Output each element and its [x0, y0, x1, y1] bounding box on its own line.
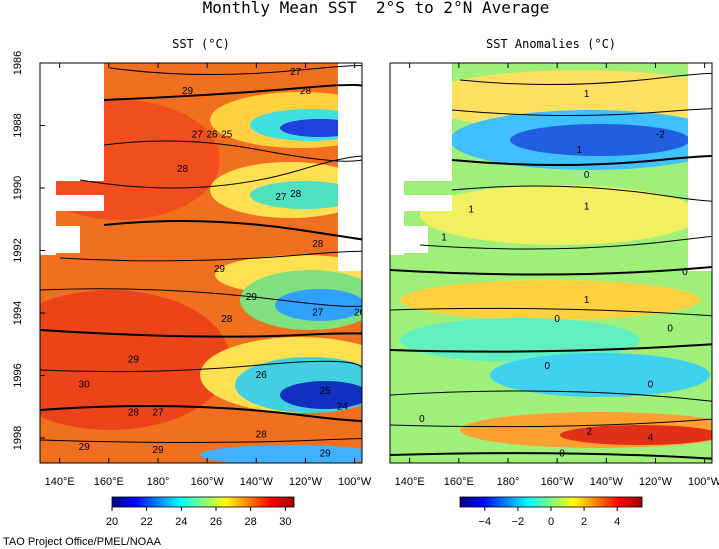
colorbar-tick-label: 30 — [279, 516, 291, 528]
x-tick-label: 120°W — [639, 476, 673, 488]
contour-label: 28 — [256, 430, 268, 441]
colorbar-tick-label: 28 — [245, 516, 257, 528]
contour-label: 25 — [320, 386, 332, 397]
contour-label: 27 — [275, 192, 287, 203]
contour-label: 29 — [79, 442, 91, 453]
anomaly-colorbar: −4 −2 0 2 4 — [459, 496, 643, 528]
x-tick-label: 100°W — [688, 476, 719, 488]
x-tick-label: 160°E — [444, 476, 474, 488]
contour-label: 27 — [192, 130, 204, 141]
x-tick-label: 140°E — [45, 476, 75, 488]
contour-label: 28 — [312, 239, 324, 250]
contour-label: 28 — [128, 408, 140, 419]
colorbar-tick-label: 2 — [581, 516, 587, 528]
contour-label: 1 — [468, 205, 474, 216]
y-tick-label: 1990 — [12, 176, 24, 200]
contour-label: 25 — [221, 130, 233, 141]
contour-label: 26 — [256, 370, 268, 381]
footer-credit: TAO Project Office/PMEL/NOAA — [3, 536, 162, 548]
colorbar-tick-label: 22 — [141, 516, 153, 528]
y-tick-label: 1994 — [12, 301, 24, 325]
contour-label: 28 — [300, 86, 312, 97]
contour-label: 29 — [214, 264, 226, 275]
x-tick-label: 120°W — [289, 476, 323, 488]
contour-label: 29 — [182, 86, 194, 97]
contour-label: 0 — [554, 314, 560, 325]
contour-label: 0 — [584, 170, 590, 181]
colorbar-tick-label: −4 — [479, 516, 492, 528]
sst-colorbar: 20 22 24 26 28 30 — [106, 496, 295, 528]
y-tick-label: 1988 — [12, 113, 24, 137]
x-tick-label: 160°W — [541, 476, 575, 488]
contour-label: 26 — [206, 130, 218, 141]
main-title: Monthly Mean SST 2°S to 2°N Average — [203, 0, 550, 17]
x-tick-label: 140°W — [240, 476, 274, 488]
contour-label: 0 — [559, 448, 565, 459]
x-tick-label: 180° — [497, 476, 520, 488]
contour-label: 0 — [419, 414, 425, 425]
y-tick-label: 1992 — [12, 238, 24, 262]
contour-label: 0 — [667, 323, 673, 334]
contour-label: 0 — [545, 361, 551, 372]
contour-label: 24 — [337, 401, 349, 412]
contour-label: 26 — [354, 308, 366, 319]
anomaly-panel: 1 -2 1 0 1 1 1 0 1 0 0 0 0 0 2 4 0 140°E 160°E 180° 160°W 14… — [389, 62, 719, 488]
x-tick-label: 160°W — [191, 476, 225, 488]
contour-label: 1 — [576, 145, 582, 156]
colorbar-tick-label: 4 — [614, 516, 620, 528]
colorbar-tick-label: 24 — [175, 516, 187, 528]
contour-label: 29 — [246, 292, 258, 303]
x-tick-label: 180° — [147, 476, 170, 488]
panel-title-sst: SST (°C) — [172, 37, 230, 51]
contour-label: 1 — [584, 89, 590, 100]
contour-label: 28 — [177, 164, 189, 175]
contour-label: 28 — [290, 189, 302, 200]
x-tick-label: 160°E — [94, 476, 124, 488]
y-tick-label: 1996 — [12, 363, 24, 387]
panel-title-anomalies: SST Anomalies (°C) — [486, 37, 616, 51]
colorbar-tick-label: 26 — [210, 516, 222, 528]
x-tick-label: 140°E — [395, 476, 425, 488]
colorbar-tick-label: −2 — [512, 516, 525, 528]
colorbar-tick-label: 20 — [106, 516, 118, 528]
contour-label: 0 — [648, 380, 654, 391]
colorbar-tick-label: 0 — [548, 516, 554, 528]
contour-label: 30 — [79, 380, 91, 391]
contour-label: 1 — [584, 201, 590, 212]
contour-label: -2 — [656, 130, 665, 141]
y-tick-label: 1998 — [12, 426, 24, 450]
contour-label: 27 — [290, 67, 302, 78]
contour-label: 29 — [152, 445, 164, 456]
contour-label: 27 — [312, 308, 324, 319]
x-tick-label: 100°W — [338, 476, 372, 488]
contour-label: 4 — [648, 433, 654, 444]
y-tick-label: 1986 — [12, 51, 24, 75]
contour-label: 1 — [441, 233, 447, 244]
x-tick-label: 140°W — [590, 476, 624, 488]
contour-label: 28 — [221, 314, 233, 325]
contour-label: 29 — [320, 448, 332, 459]
contour-label: 29 — [128, 355, 140, 366]
contour-label: 2 — [586, 426, 592, 437]
contour-label: 0 — [682, 267, 688, 278]
contour-label: 1 — [584, 295, 590, 306]
contour-label: 27 — [152, 408, 164, 419]
